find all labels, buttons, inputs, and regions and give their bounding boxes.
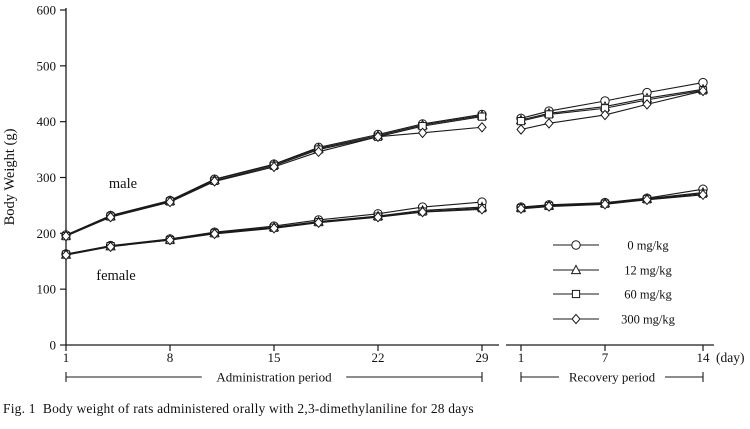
- point-male-60mgkg: [544, 110, 554, 119]
- administration-period-label: Administration period: [216, 370, 332, 385]
- point-female-300mgkg: [105, 241, 116, 253]
- male-group-label: male: [109, 176, 137, 192]
- female-group-label: female: [96, 268, 135, 284]
- x-axis-tick-label: 29: [475, 350, 488, 365]
- x-axis-tick-label: 8: [167, 350, 174, 365]
- point-female-300mgkg: [165, 234, 175, 246]
- y-axis-tick-label: 100: [37, 282, 57, 297]
- point-female-300mgkg: [477, 203, 487, 215]
- point-male-300mgkg: [61, 230, 71, 242]
- point-male-300mgkg: [477, 121, 487, 133]
- y-axis-tick-label: 500: [37, 58, 57, 73]
- recovery-period-label: Recovery period: [569, 370, 656, 385]
- bracket-label-bg: [559, 369, 665, 385]
- point-female-300mgkg: [642, 194, 652, 206]
- body-weight-chart: 0 100 200 300 400 500 600 Body Weight (g) 1 8 15 22…: [2, 3, 744, 385]
- point-male-300mgkg: [516, 124, 526, 135]
- x-axis-tick-label: 14: [697, 350, 711, 365]
- point-male-60mgkg: [477, 112, 487, 121]
- point-female-300mgkg: [209, 228, 220, 240]
- point-male-60mgkg: [516, 117, 526, 126]
- point-female-300mgkg: [61, 249, 71, 261]
- figure-caption: Fig. 1 Body weight of rats administered …: [3, 401, 474, 416]
- x-axis-tick-label: 7: [602, 350, 609, 365]
- legend-label: 0 mg/kg: [627, 239, 669, 253]
- x-axis-tick-label: 15: [267, 350, 280, 365]
- point-female-300mgkg: [417, 206, 428, 218]
- legend-marker-square: [571, 289, 581, 299]
- y-axis-title: Body Weight (g): [2, 128, 18, 225]
- x-axis-tick-label: 1: [63, 350, 70, 365]
- legend-label: 60 mg/kg: [624, 288, 672, 302]
- point-male-300mgkg: [698, 85, 708, 97]
- point-male-300mgkg: [105, 211, 116, 223]
- y-axis-tick-label: 200: [37, 226, 57, 241]
- y-axis-tick-label: 0: [50, 338, 57, 353]
- point-female-300mgkg: [600, 198, 610, 210]
- point-female-300mgkg: [313, 217, 324, 229]
- legend-marker-diamond: [571, 313, 581, 325]
- day-unit-label: (day): [716, 350, 744, 365]
- legend-marker-circle: [571, 240, 581, 250]
- point-female-300mgkg: [373, 211, 383, 223]
- point-female-300mgkg: [544, 201, 554, 212]
- point-female-300mgkg: [269, 222, 279, 234]
- legend-marker-triangle: [570, 264, 582, 275]
- point-male-300mgkg: [313, 146, 324, 158]
- point-female-300mgkg: [516, 203, 526, 215]
- y-axis-tick-label: 300: [37, 170, 57, 185]
- point-male-300mgkg: [600, 109, 610, 121]
- point-male-300mgkg: [642, 98, 652, 110]
- point-male-300mgkg: [209, 176, 220, 187]
- legend-label: 12 mg/kg: [624, 264, 672, 278]
- point-male-300mgkg: [373, 131, 383, 143]
- point-female-300mgkg: [698, 189, 708, 201]
- x-axis-tick-label: 22: [371, 350, 384, 365]
- y-axis-tick-label: 400: [37, 114, 57, 129]
- point-male-300mgkg: [165, 196, 175, 208]
- x-axis-tick-label: 1: [518, 350, 525, 365]
- point-male-300mgkg: [417, 127, 428, 139]
- point-male-300mgkg: [544, 117, 554, 129]
- point-male-300mgkg: [269, 161, 279, 173]
- legend-label: 300 mg/kg: [621, 313, 676, 327]
- bracket-label-bg: [201, 369, 347, 385]
- y-axis-tick-label: 600: [37, 3, 57, 18]
